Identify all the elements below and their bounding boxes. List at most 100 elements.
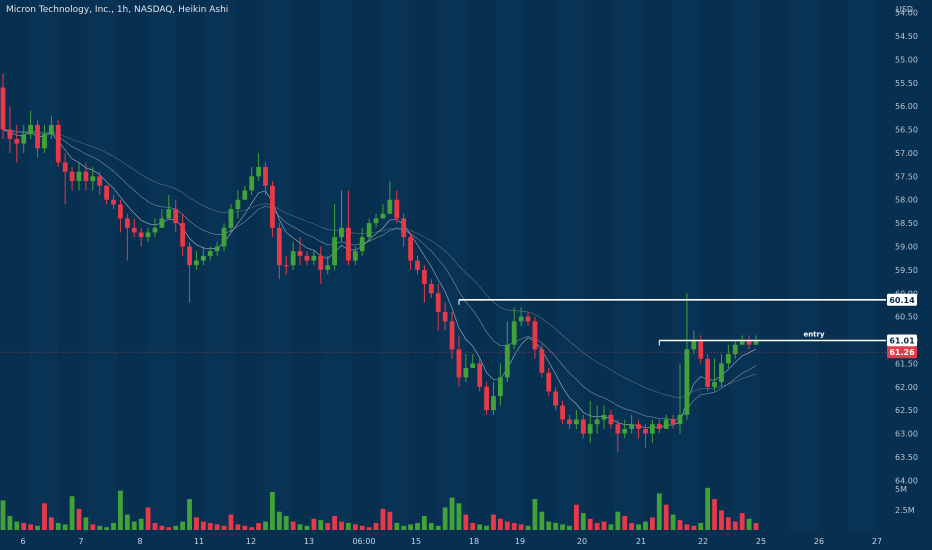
volume-bar (691, 525, 697, 530)
y-tick-label: 55.00 (895, 55, 918, 64)
candle-body (352, 251, 358, 261)
volume-bar (339, 521, 344, 530)
candle-body (573, 419, 579, 425)
volume-bar (546, 521, 552, 530)
volume-bar (442, 507, 448, 530)
x-tick-label: 8 (137, 537, 142, 546)
x-tick-label: 7 (78, 537, 83, 546)
volume-bar (311, 518, 317, 530)
session-band (789, 0, 819, 530)
volume-bar (200, 521, 206, 530)
candle-body (415, 260, 420, 270)
volume-bar (373, 522, 379, 530)
candle-body (180, 223, 186, 247)
volume-bar (415, 522, 420, 530)
candle-body (712, 382, 717, 387)
volume-bar (725, 517, 731, 530)
candle-body (42, 134, 47, 149)
session-band (614, 0, 643, 530)
volume-bar (166, 527, 172, 530)
volume-bar (111, 522, 116, 530)
candle-body (276, 227, 282, 266)
candle-body (187, 246, 192, 266)
volume-bar (525, 525, 531, 530)
volume-bar (352, 524, 358, 530)
y-tick-label: 56.50 (895, 126, 918, 135)
volume-bar (346, 522, 351, 530)
candle-body (228, 209, 234, 228)
volume-bar (173, 525, 179, 530)
candle-body (318, 255, 324, 270)
volume-bar (187, 499, 192, 530)
volume-bar (118, 490, 123, 530)
volume-bar (649, 517, 655, 530)
candle-body (69, 171, 75, 182)
volume-bar (270, 492, 275, 530)
y-tick-label: 54.50 (895, 32, 918, 41)
candle-body (14, 138, 20, 144)
volume-tick-label: 5M (895, 485, 907, 494)
volume-bar (214, 524, 220, 530)
volume-bar (97, 525, 103, 530)
volume-bar (263, 521, 268, 530)
candle-body (511, 321, 517, 345)
x-tick-label: 06:00 (352, 537, 375, 546)
candle-body (484, 386, 489, 411)
candle-body (166, 209, 172, 219)
candle-body (249, 176, 255, 191)
candle-body (0, 87, 6, 130)
y-tick-label: 63.00 (895, 430, 918, 439)
candle-body (401, 218, 407, 238)
volume-bar (28, 524, 34, 530)
volume-bar (7, 515, 13, 530)
candle-body (325, 265, 331, 270)
candle-body (532, 321, 538, 350)
candle-body (311, 255, 317, 261)
volume-bar (387, 511, 393, 530)
candle-body (456, 349, 462, 378)
volume-bar (560, 524, 565, 530)
candle-body (7, 129, 13, 139)
session-band (497, 0, 526, 530)
volume-bar (422, 515, 427, 530)
volume-bar (622, 515, 628, 530)
candle-body (366, 223, 372, 238)
volume-bar (90, 524, 96, 530)
volume-bar (221, 525, 227, 530)
candle-body (48, 124, 54, 135)
candle-body (656, 424, 662, 429)
x-tick-label: 22 (698, 537, 708, 546)
volume-bar (359, 525, 365, 530)
candle-body (346, 227, 351, 261)
y-tick-label: 58.00 (895, 196, 918, 205)
volume-bar (511, 522, 517, 530)
volume-bar (615, 511, 621, 530)
volume-bar (580, 513, 586, 530)
price-badge (887, 346, 917, 359)
candle-body (567, 419, 572, 425)
candle-body (643, 428, 648, 434)
volume-bar (249, 527, 255, 530)
candle-body (470, 363, 476, 369)
candle-body (422, 269, 427, 284)
x-tick-label: 20 (577, 537, 587, 546)
candle-body (124, 218, 130, 228)
candle-body (580, 419, 586, 434)
x-tick-label: 15 (411, 537, 421, 546)
candle-body (629, 424, 635, 429)
moving-average-line (2, 129, 757, 420)
volume-bar (207, 522, 213, 530)
candle-body (359, 237, 365, 252)
volume-bar (677, 520, 683, 530)
volume-bar (477, 524, 483, 530)
volume-bar (131, 521, 137, 530)
candle-body (491, 396, 496, 411)
y-tick-label: 58.50 (895, 219, 918, 228)
volume-bar (636, 524, 641, 530)
volume-bar (435, 525, 441, 530)
candle-body (200, 255, 206, 261)
volume-bar (332, 515, 337, 530)
volume-bar (104, 527, 110, 530)
candle-body (560, 405, 565, 420)
